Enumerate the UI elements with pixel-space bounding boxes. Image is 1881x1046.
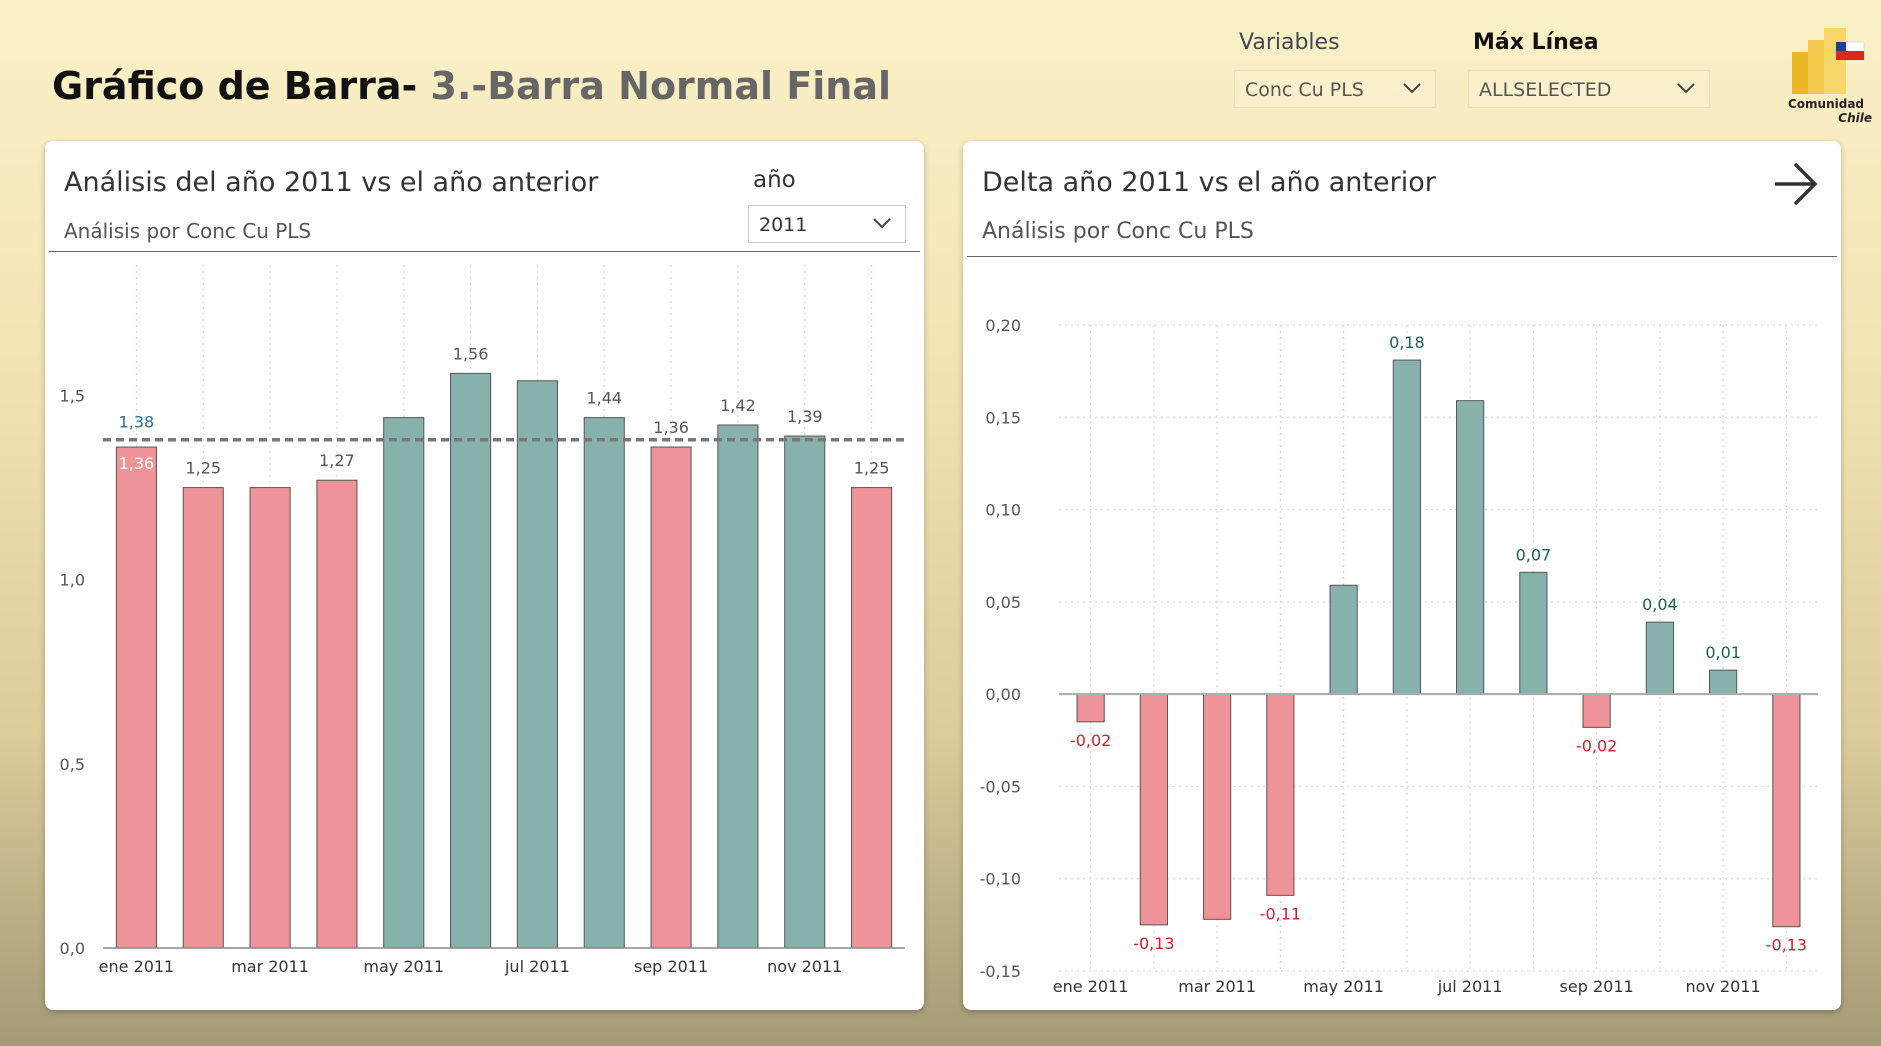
- x-tick-label: sep 2011: [634, 957, 708, 976]
- bar: [1519, 571, 1548, 695]
- variables-dropdown[interactable]: Conc Cu PLS: [1234, 70, 1436, 108]
- x-tick-label: may 2011: [363, 957, 444, 976]
- data-label: 1,39: [787, 407, 823, 426]
- y-tick-label: 1,0: [60, 571, 85, 590]
- x-tick-label: nov 2011: [1686, 977, 1761, 996]
- maxline-dropdown-value: ALLSELECTED: [1479, 79, 1612, 101]
- y-tick-label: -0,05: [980, 777, 1021, 796]
- data-label: 1,56: [453, 344, 489, 363]
- bar: [1203, 693, 1232, 920]
- bar: [316, 479, 358, 949]
- bar: [1582, 693, 1611, 728]
- x-tick-label: may 2011: [1303, 977, 1384, 996]
- right-card-divider: [967, 256, 1837, 257]
- bar: [1139, 693, 1168, 926]
- right-chart-card: Delta año 2011 vs el año anterior Anális…: [963, 141, 1841, 1010]
- bar: [450, 372, 492, 949]
- data-label: 1,27: [319, 451, 355, 470]
- bar: [851, 487, 893, 949]
- page-title: Gráfico de Barra- 3.-Barra Normal Final: [52, 64, 891, 108]
- logo-text-2: Chile: [1838, 111, 1872, 125]
- bar: [583, 417, 625, 949]
- data-label: 0,01: [1705, 643, 1741, 662]
- bar: [383, 417, 425, 949]
- data-label: -0,13: [1133, 934, 1174, 953]
- data-label: -0,02: [1576, 736, 1617, 755]
- bar: [1709, 669, 1738, 695]
- bar: [1392, 359, 1421, 695]
- year-label: año: [753, 167, 796, 193]
- y-tick-label: 0,00: [985, 685, 1021, 704]
- page-title-main: Gráfico de Barra-: [52, 64, 418, 108]
- chevron-down-icon: [1677, 83, 1695, 94]
- bar: [1266, 693, 1295, 896]
- left-card-title: Análisis del año 2011 vs el año anterior: [64, 167, 599, 198]
- bar: [784, 435, 826, 949]
- data-label: 1,36: [653, 418, 689, 437]
- left-card-divider: [49, 251, 920, 252]
- bar: [1645, 621, 1674, 695]
- right-card-title: Delta año 2011 vs el año anterior: [982, 167, 1436, 198]
- y-tick-label: 1,5: [60, 387, 85, 406]
- bar: [717, 424, 759, 949]
- data-label: 1,25: [185, 459, 221, 478]
- x-tick-label: sep 2011: [1560, 977, 1634, 996]
- x-tick-label: jul 2011: [1437, 977, 1503, 996]
- data-label: 1,36: [119, 454, 155, 473]
- x-tick-label: nov 2011: [767, 957, 842, 976]
- y-tick-label: 0,0: [60, 939, 85, 958]
- variables-dropdown-value: Conc Cu PLS: [1245, 79, 1364, 101]
- bar: [249, 487, 291, 949]
- y-tick-label: 0,05: [985, 593, 1021, 612]
- x-tick-label: mar 2011: [231, 957, 309, 976]
- chevron-down-icon: [873, 218, 891, 229]
- left-bar-chart: 0,0 0,5 1,0 1,5 1,36 ene 2011 1,25 mar 2011 1,27…: [60, 265, 905, 976]
- x-tick-label: jul 2011: [504, 957, 570, 976]
- variables-label: Variables: [1239, 30, 1340, 55]
- logo-text-1: Comunidad: [1788, 97, 1864, 111]
- bar: [182, 487, 224, 949]
- data-label: -0,13: [1766, 936, 1807, 955]
- bar: [1456, 400, 1485, 695]
- bar: [1329, 584, 1358, 695]
- y-tick-label: 0,5: [60, 755, 85, 774]
- data-label: 1,44: [586, 389, 622, 408]
- y-tick-label: 0,15: [985, 408, 1021, 427]
- bar: [115, 446, 157, 949]
- year-dropdown[interactable]: 2011: [748, 205, 906, 243]
- y-tick-label: -0,15: [980, 962, 1021, 981]
- data-label: 0,04: [1642, 595, 1678, 614]
- x-tick-label: ene 2011: [1053, 977, 1129, 996]
- maxline-dropdown[interactable]: ALLSELECTED: [1468, 70, 1710, 108]
- data-label: 1,25: [854, 459, 890, 478]
- comunidad-chile-logo: Comunidad Chile: [1788, 28, 1872, 125]
- bar: [516, 380, 558, 949]
- arrow-right-icon[interactable]: [1770, 159, 1820, 209]
- x-tick-label: mar 2011: [1178, 977, 1256, 996]
- right-card-subtitle: Análisis por Conc Cu PLS: [982, 219, 1254, 244]
- y-tick-label: 0,20: [985, 316, 1021, 335]
- bar: [650, 446, 692, 949]
- page-title-sub: 3.-Barra Normal Final: [417, 64, 891, 108]
- y-tick-label: 0,10: [985, 501, 1021, 520]
- data-label: -0,02: [1070, 731, 1111, 750]
- data-label: 0,07: [1516, 545, 1552, 564]
- maxline-label: Máx Línea: [1473, 30, 1599, 55]
- left-card-subtitle: Análisis por Conc Cu PLS: [64, 219, 312, 243]
- year-dropdown-value: 2011: [759, 214, 808, 236]
- y-tick-label: -0,10: [980, 870, 1021, 889]
- bar: [1076, 693, 1105, 723]
- bar: [1772, 693, 1801, 928]
- data-label: 1,42: [720, 396, 756, 415]
- chevron-down-icon: [1403, 83, 1421, 94]
- left-chart-card: Análisis del año 2011 vs el año anterior…: [45, 141, 924, 1010]
- data-label: 0,18: [1389, 333, 1425, 352]
- x-tick-label: ene 2011: [99, 957, 175, 976]
- right-bar-chart: -0,15 -0,10 -0,05 0,00 0,05 0,10 0,15 0,20 -0,02…: [980, 316, 1818, 996]
- reference-line-label: 1,38: [119, 413, 155, 432]
- data-label: -0,11: [1260, 904, 1301, 923]
